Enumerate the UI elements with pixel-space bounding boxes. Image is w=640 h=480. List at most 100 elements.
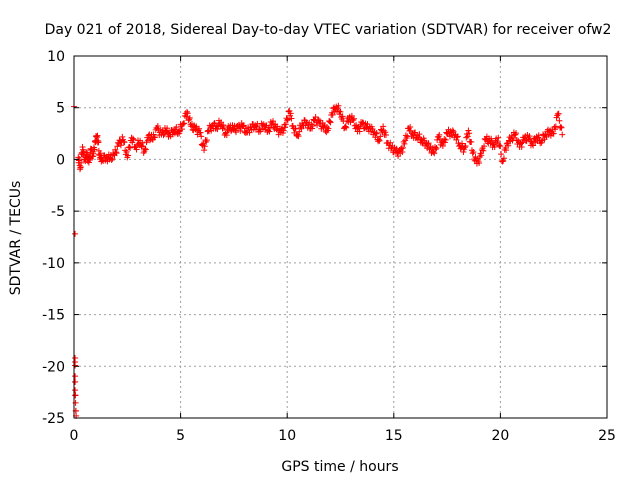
data-point bbox=[142, 146, 149, 153]
data-point bbox=[441, 136, 448, 143]
data-point bbox=[197, 129, 204, 136]
data-point bbox=[173, 124, 180, 131]
data-point bbox=[86, 156, 93, 163]
data-point bbox=[142, 145, 149, 152]
data-point bbox=[109, 155, 116, 162]
data-point bbox=[123, 148, 130, 155]
data-point bbox=[133, 146, 140, 153]
data-point bbox=[117, 137, 124, 144]
data-point bbox=[312, 114, 319, 121]
data-point bbox=[373, 130, 380, 137]
data-point bbox=[416, 131, 423, 138]
data-point bbox=[179, 126, 186, 133]
x-tick-label: 20 bbox=[491, 428, 509, 444]
data-point bbox=[183, 108, 190, 115]
data-point bbox=[454, 133, 461, 140]
data-point bbox=[500, 155, 507, 162]
data-point bbox=[295, 133, 302, 140]
data-point bbox=[329, 111, 336, 118]
data-point bbox=[266, 128, 273, 135]
data-point bbox=[476, 159, 483, 166]
data-point bbox=[481, 143, 488, 150]
data-point bbox=[323, 124, 330, 131]
data-point bbox=[292, 125, 299, 132]
chart-title: Day 021 of 2018, Sidereal Day-to-day VTE… bbox=[45, 22, 612, 38]
data-point bbox=[223, 132, 230, 139]
data-point bbox=[336, 108, 343, 115]
data-point bbox=[91, 146, 98, 153]
data-point bbox=[375, 136, 382, 143]
data-point bbox=[287, 110, 294, 117]
data-point bbox=[145, 132, 152, 139]
data-point bbox=[369, 125, 376, 132]
x-tick-label: 0 bbox=[70, 428, 79, 444]
data-point bbox=[505, 142, 512, 149]
data-point bbox=[337, 108, 344, 115]
data-point bbox=[376, 137, 383, 144]
data-point bbox=[526, 133, 533, 140]
data-point bbox=[343, 118, 350, 125]
data-point bbox=[425, 140, 432, 147]
data-point bbox=[72, 362, 79, 369]
data-point bbox=[122, 147, 129, 154]
data-point bbox=[461, 144, 468, 151]
data-points bbox=[71, 102, 566, 419]
data-point bbox=[459, 140, 466, 147]
data-point bbox=[402, 132, 409, 139]
data-point bbox=[462, 143, 469, 150]
data-point bbox=[550, 130, 557, 137]
data-point bbox=[112, 149, 119, 156]
data-point bbox=[183, 113, 190, 120]
data-point bbox=[220, 122, 227, 129]
data-point bbox=[431, 150, 438, 157]
data-point bbox=[164, 125, 171, 132]
data-point bbox=[392, 149, 399, 156]
data-point bbox=[119, 133, 126, 140]
data-point bbox=[421, 137, 428, 144]
data-point bbox=[220, 124, 227, 131]
data-point bbox=[494, 138, 501, 145]
data-point bbox=[127, 144, 134, 151]
data-point bbox=[464, 133, 471, 140]
data-point bbox=[160, 132, 167, 139]
data-point bbox=[382, 131, 389, 138]
data-point bbox=[559, 131, 566, 138]
data-point bbox=[174, 131, 181, 138]
data-point bbox=[335, 102, 342, 109]
data-point bbox=[321, 123, 328, 130]
data-point bbox=[470, 148, 477, 155]
data-point bbox=[449, 127, 456, 134]
data-point bbox=[499, 158, 506, 165]
data-point bbox=[298, 125, 305, 132]
data-point bbox=[325, 125, 332, 132]
data-point bbox=[219, 125, 226, 132]
data-point bbox=[400, 144, 407, 151]
data-point bbox=[453, 136, 460, 143]
data-point bbox=[237, 127, 244, 134]
data-point bbox=[350, 117, 357, 124]
data-point bbox=[282, 121, 289, 128]
data-point bbox=[72, 387, 79, 394]
data-point bbox=[518, 143, 525, 150]
data-point bbox=[378, 126, 385, 133]
data-point bbox=[117, 142, 124, 149]
data-point bbox=[150, 131, 157, 138]
data-point bbox=[286, 107, 293, 114]
data-point bbox=[129, 139, 136, 146]
y-tick-label: -5 bbox=[51, 204, 65, 220]
data-point bbox=[552, 126, 559, 133]
data-point bbox=[284, 117, 291, 124]
data-point bbox=[468, 139, 475, 146]
data-point bbox=[412, 129, 419, 136]
data-point bbox=[108, 157, 115, 164]
data-point bbox=[356, 128, 363, 135]
data-point bbox=[282, 124, 289, 131]
data-point bbox=[72, 230, 79, 237]
data-point bbox=[380, 127, 387, 134]
data-point bbox=[342, 123, 349, 130]
data-point bbox=[196, 125, 203, 132]
data-point bbox=[373, 129, 380, 136]
data-point bbox=[498, 151, 505, 158]
data-point bbox=[184, 110, 191, 117]
data-point bbox=[454, 134, 461, 141]
